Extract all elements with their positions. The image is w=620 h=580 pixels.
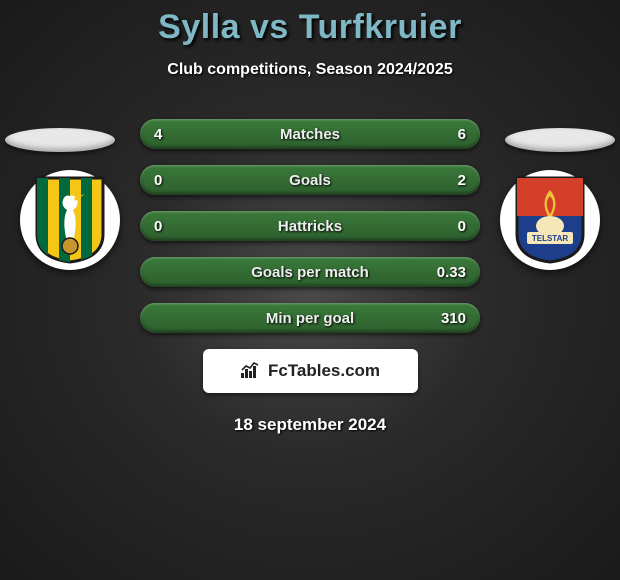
stat-label: Matches (140, 126, 480, 143)
stat-right-value: 310 (441, 310, 466, 327)
page-title: Sylla vs Turfkruier (0, 0, 620, 47)
stat-left-value: 4 (154, 126, 162, 143)
stat-right-value: 0 (458, 218, 466, 235)
stat-label: Goals per match (140, 264, 480, 281)
stat-row: 0 Goals 2 (140, 165, 480, 195)
team-left-logo (20, 170, 120, 270)
bar-chart-icon (240, 362, 262, 380)
subtitle: Club competitions, Season 2024/2025 (0, 47, 620, 79)
telstar-shield-icon: TELSTAR (513, 176, 587, 264)
stat-label: Hattricks (140, 218, 480, 235)
stat-label: Min per goal (140, 310, 480, 327)
brand-label: FcTables.com (268, 361, 380, 381)
team-right-logo: TELSTAR (500, 170, 600, 270)
player-right-ellipse (505, 128, 615, 152)
stat-right-value: 2 (458, 172, 466, 189)
stat-left-value: 0 (154, 172, 162, 189)
stat-row: 4 Matches 6 (140, 119, 480, 149)
stat-left-value: 0 (154, 218, 162, 235)
ado-shield-icon (33, 176, 107, 264)
date-label: 18 september 2024 (0, 415, 620, 435)
player-left-ellipse (5, 128, 115, 152)
stat-row: Min per goal 310 (140, 303, 480, 333)
stat-right-value: 0.33 (437, 264, 466, 281)
stat-right-value: 6 (458, 126, 466, 143)
svg-text:TELSTAR: TELSTAR (532, 234, 569, 243)
brand-box: FcTables.com (203, 349, 418, 393)
stat-label: Goals (140, 172, 480, 189)
stat-row: Goals per match 0.33 (140, 257, 480, 287)
stat-row: 0 Hattricks 0 (140, 211, 480, 241)
